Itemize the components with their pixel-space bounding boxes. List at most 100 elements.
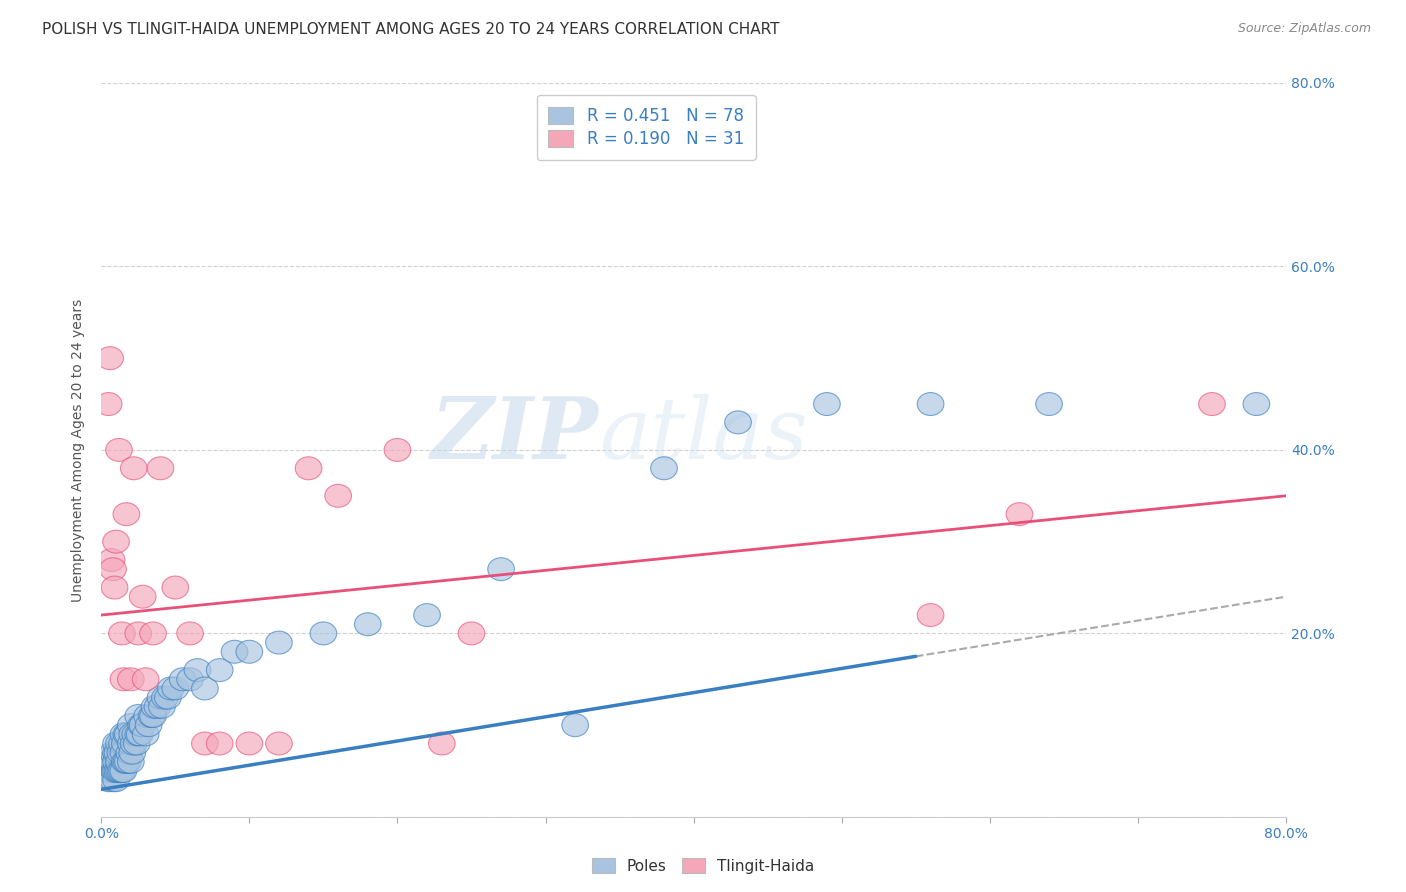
- Text: ZIP: ZIP: [432, 393, 599, 477]
- Ellipse shape: [129, 714, 156, 737]
- Ellipse shape: [97, 347, 124, 369]
- Ellipse shape: [120, 723, 146, 746]
- Ellipse shape: [724, 411, 751, 434]
- Ellipse shape: [266, 732, 292, 755]
- Ellipse shape: [98, 750, 125, 773]
- Ellipse shape: [266, 632, 292, 654]
- Ellipse shape: [155, 686, 181, 709]
- Ellipse shape: [145, 696, 170, 718]
- Ellipse shape: [295, 457, 322, 480]
- Ellipse shape: [100, 558, 127, 581]
- Ellipse shape: [96, 760, 122, 782]
- Ellipse shape: [111, 732, 138, 755]
- Ellipse shape: [110, 760, 136, 782]
- Ellipse shape: [104, 741, 131, 764]
- Ellipse shape: [100, 769, 127, 792]
- Ellipse shape: [105, 439, 132, 461]
- Ellipse shape: [108, 732, 135, 755]
- Ellipse shape: [162, 677, 188, 700]
- Ellipse shape: [118, 714, 145, 737]
- Ellipse shape: [221, 640, 247, 664]
- Ellipse shape: [236, 732, 263, 755]
- Ellipse shape: [103, 741, 129, 764]
- Ellipse shape: [104, 760, 131, 782]
- Ellipse shape: [325, 484, 352, 508]
- Ellipse shape: [132, 723, 159, 746]
- Ellipse shape: [101, 576, 128, 599]
- Ellipse shape: [169, 668, 195, 690]
- Ellipse shape: [139, 705, 166, 728]
- Ellipse shape: [354, 613, 381, 636]
- Ellipse shape: [103, 732, 129, 755]
- Ellipse shape: [562, 714, 589, 737]
- Ellipse shape: [429, 732, 456, 755]
- Ellipse shape: [1243, 392, 1270, 416]
- Ellipse shape: [814, 392, 841, 416]
- Ellipse shape: [103, 530, 129, 553]
- Ellipse shape: [125, 705, 152, 728]
- Ellipse shape: [127, 723, 153, 746]
- Ellipse shape: [139, 622, 166, 645]
- Ellipse shape: [118, 750, 145, 773]
- Ellipse shape: [108, 760, 135, 782]
- Ellipse shape: [124, 732, 150, 755]
- Ellipse shape: [114, 723, 141, 746]
- Ellipse shape: [114, 750, 141, 773]
- Ellipse shape: [117, 741, 142, 764]
- Ellipse shape: [110, 668, 136, 690]
- Ellipse shape: [1007, 503, 1033, 525]
- Ellipse shape: [148, 457, 174, 480]
- Text: Source: ZipAtlas.com: Source: ZipAtlas.com: [1237, 22, 1371, 36]
- Ellipse shape: [112, 503, 139, 525]
- Ellipse shape: [162, 576, 188, 599]
- Text: POLISH VS TLINGIT-HAIDA UNEMPLOYMENT AMONG AGES 20 TO 24 YEARS CORRELATION CHART: POLISH VS TLINGIT-HAIDA UNEMPLOYMENT AMO…: [42, 22, 780, 37]
- Text: atlas: atlas: [599, 394, 808, 476]
- Ellipse shape: [236, 640, 263, 664]
- Ellipse shape: [1199, 392, 1225, 416]
- Ellipse shape: [917, 604, 943, 626]
- Ellipse shape: [111, 750, 138, 773]
- Ellipse shape: [917, 392, 943, 416]
- Ellipse shape: [110, 723, 136, 746]
- Ellipse shape: [118, 668, 145, 690]
- Ellipse shape: [177, 622, 204, 645]
- Ellipse shape: [110, 741, 136, 764]
- Ellipse shape: [100, 750, 127, 773]
- Ellipse shape: [129, 585, 156, 608]
- Y-axis label: Unemployment Among Ages 20 to 24 years: Unemployment Among Ages 20 to 24 years: [72, 298, 86, 601]
- Ellipse shape: [413, 604, 440, 626]
- Ellipse shape: [1036, 392, 1063, 416]
- Ellipse shape: [488, 558, 515, 581]
- Ellipse shape: [651, 457, 678, 480]
- Ellipse shape: [132, 668, 159, 690]
- Ellipse shape: [112, 723, 139, 746]
- Ellipse shape: [384, 439, 411, 461]
- Ellipse shape: [311, 622, 336, 645]
- Ellipse shape: [98, 549, 125, 572]
- Ellipse shape: [121, 732, 148, 755]
- Legend: Poles, Tlingit-Haida: Poles, Tlingit-Haida: [585, 852, 821, 880]
- Legend: R = 0.451   N = 78, R = 0.190   N = 31: R = 0.451 N = 78, R = 0.190 N = 31: [537, 95, 755, 160]
- Ellipse shape: [191, 732, 218, 755]
- Ellipse shape: [118, 732, 145, 755]
- Ellipse shape: [103, 750, 129, 773]
- Ellipse shape: [103, 760, 129, 782]
- Ellipse shape: [96, 392, 122, 416]
- Ellipse shape: [122, 723, 149, 746]
- Ellipse shape: [135, 714, 162, 737]
- Ellipse shape: [138, 705, 165, 728]
- Ellipse shape: [184, 658, 211, 681]
- Ellipse shape: [207, 658, 233, 681]
- Ellipse shape: [105, 750, 132, 773]
- Ellipse shape: [121, 457, 148, 480]
- Ellipse shape: [191, 677, 218, 700]
- Ellipse shape: [103, 769, 129, 792]
- Ellipse shape: [157, 677, 184, 700]
- Ellipse shape: [100, 741, 127, 764]
- Ellipse shape: [458, 622, 485, 645]
- Ellipse shape: [108, 622, 135, 645]
- Ellipse shape: [141, 696, 167, 718]
- Ellipse shape: [177, 668, 204, 690]
- Ellipse shape: [125, 622, 152, 645]
- Ellipse shape: [134, 705, 160, 728]
